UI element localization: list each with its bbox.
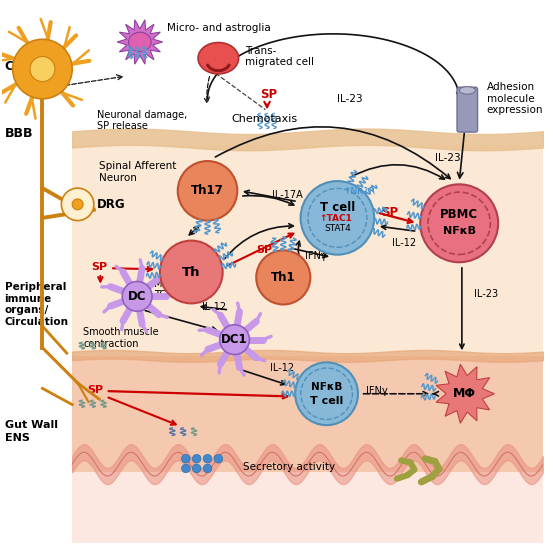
Text: Trans-
migrated cell: Trans- migrated cell	[246, 46, 315, 66]
Text: Secretory activity: Secretory activity	[243, 462, 335, 472]
Circle shape	[72, 199, 83, 210]
Text: IFNγ: IFNγ	[305, 251, 327, 261]
Polygon shape	[436, 364, 494, 423]
Polygon shape	[117, 20, 163, 64]
Text: Chemotaxis: Chemotaxis	[232, 114, 298, 125]
Text: SP: SP	[256, 245, 272, 255]
Circle shape	[30, 57, 55, 82]
Ellipse shape	[198, 42, 239, 74]
Text: Th: Th	[182, 265, 201, 279]
Circle shape	[203, 464, 212, 473]
Circle shape	[160, 240, 223, 304]
Circle shape	[420, 184, 498, 262]
Text: ↑NK1R: ↑NK1R	[343, 187, 375, 196]
Circle shape	[61, 188, 94, 220]
Text: BBB: BBB	[4, 127, 33, 140]
Text: IL-23: IL-23	[435, 153, 461, 163]
Text: STAT4: STAT4	[324, 224, 351, 233]
Ellipse shape	[128, 32, 151, 52]
Text: Smooth muscle
contraction: Smooth muscle contraction	[83, 327, 159, 349]
Circle shape	[295, 362, 358, 425]
Text: T cell: T cell	[320, 201, 355, 214]
Text: PBMC: PBMC	[440, 208, 478, 221]
Text: MHCII/
TCR: MHCII/ TCR	[154, 279, 186, 300]
Text: IL-12: IL-12	[202, 302, 226, 312]
Circle shape	[301, 181, 374, 255]
Text: IL-23: IL-23	[337, 94, 363, 104]
Text: SP: SP	[380, 206, 398, 219]
FancyBboxPatch shape	[457, 87, 478, 132]
Text: IL-23: IL-23	[474, 289, 498, 299]
Circle shape	[181, 464, 190, 473]
Circle shape	[220, 325, 249, 355]
Circle shape	[203, 454, 212, 463]
Text: MΦ: MΦ	[453, 387, 476, 400]
Text: T cell: T cell	[310, 397, 343, 406]
Text: Th17: Th17	[191, 184, 224, 197]
Text: Gut Wall
ENS: Gut Wall ENS	[4, 421, 58, 443]
Bar	[72, 472, 543, 542]
Text: IL-17A: IL-17A	[273, 190, 303, 200]
Ellipse shape	[459, 86, 476, 94]
Text: Peripheral
immune
organs/
Circulation: Peripheral immune organs/ Circulation	[4, 282, 69, 327]
Text: NFκB: NFκB	[311, 382, 342, 392]
Text: DC: DC	[128, 290, 147, 303]
Circle shape	[256, 250, 310, 305]
Circle shape	[192, 454, 201, 463]
Text: SP: SP	[87, 385, 103, 395]
Text: Micro- and astroglia: Micro- and astroglia	[167, 23, 270, 33]
Text: CNS: CNS	[4, 60, 33, 73]
Circle shape	[214, 454, 223, 463]
Text: Neuronal damage,
SP release: Neuronal damage, SP release	[97, 110, 187, 131]
Text: IL-12: IL-12	[392, 238, 416, 248]
Circle shape	[181, 454, 190, 463]
Text: SP: SP	[260, 88, 277, 101]
Circle shape	[178, 161, 237, 220]
Text: SP: SP	[91, 262, 107, 271]
Bar	[72, 356, 543, 472]
Text: NFκB: NFκB	[443, 226, 476, 236]
Circle shape	[13, 39, 72, 99]
Text: IL-12: IL-12	[270, 363, 294, 373]
Text: Th1: Th1	[271, 271, 296, 284]
Text: Spinal Afferent
Neuron: Spinal Afferent Neuron	[100, 161, 176, 183]
Text: IFNγ: IFNγ	[366, 386, 387, 395]
Bar	[72, 145, 543, 356]
Circle shape	[192, 464, 201, 473]
Text: DC1: DC1	[221, 333, 248, 346]
Circle shape	[122, 281, 152, 311]
Text: Adhesion
molecule
expression: Adhesion molecule expression	[487, 82, 543, 115]
Bar	[72, 2, 543, 145]
Text: ↑TAC1: ↑TAC1	[319, 214, 352, 224]
Text: DRG: DRG	[97, 198, 125, 211]
